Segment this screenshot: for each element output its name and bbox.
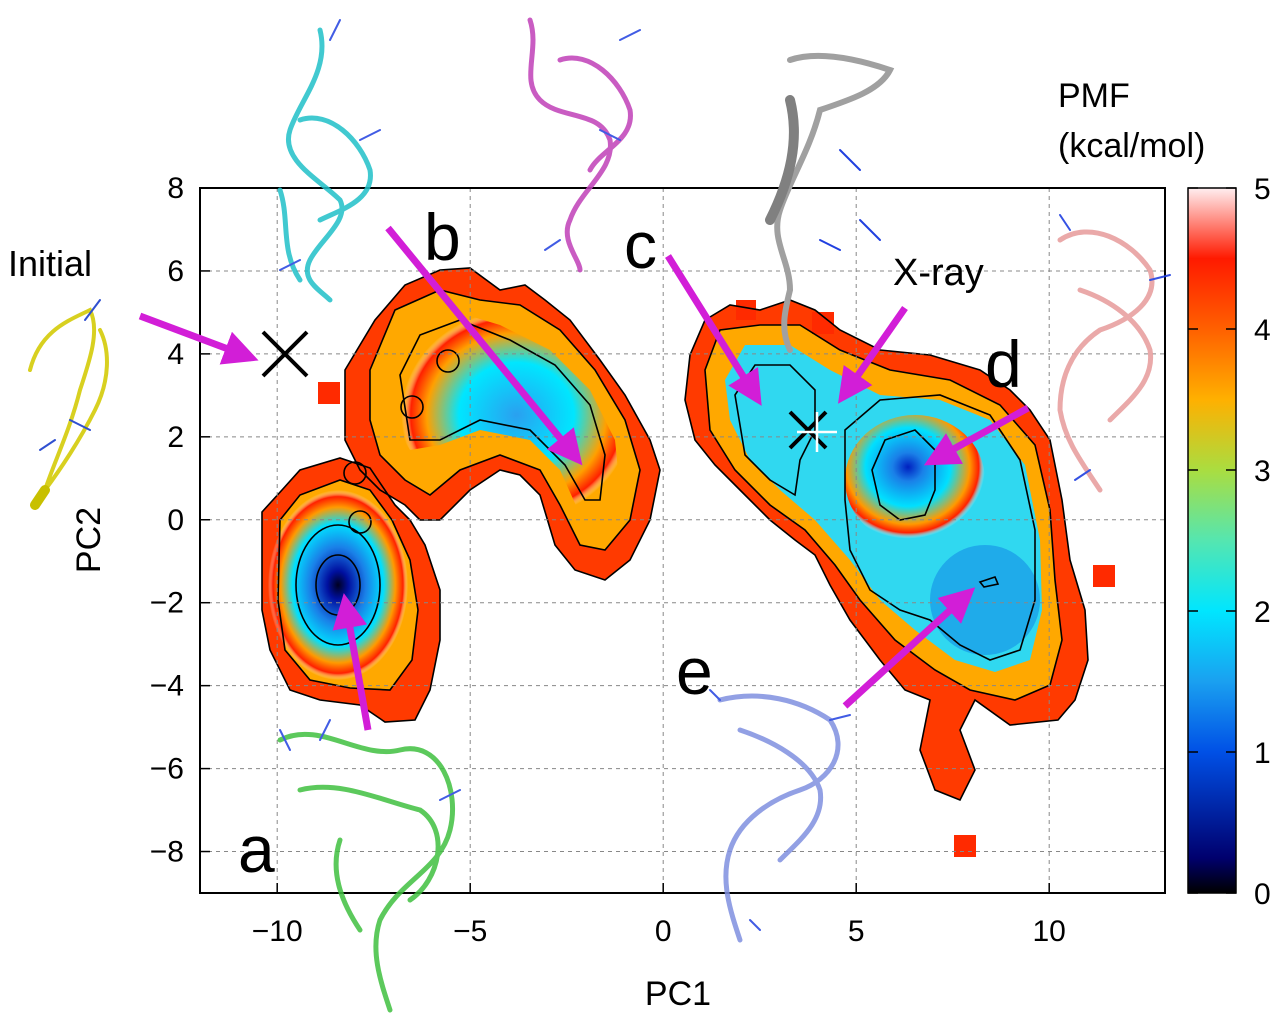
colorbar: 5 4 3 2 1 0 PMF (kcal/mol) <box>1058 77 1271 911</box>
y-tick-label: 6 <box>167 255 184 288</box>
colorbar-title-line2: (kcal/mol) <box>1058 127 1205 165</box>
x-tick-label: −10 <box>252 915 303 948</box>
blob <box>812 312 834 334</box>
contour-lines <box>261 267 1089 802</box>
colorbar-gradient <box>1187 187 1237 894</box>
arrow-b <box>385 225 583 466</box>
y-axis-label: PC2 <box>70 507 108 573</box>
colorbar-ticks: 5 4 3 2 1 0 <box>1188 173 1271 911</box>
circle-marker <box>436 349 460 373</box>
xray-marker <box>788 410 837 452</box>
arrow-d <box>923 404 1030 466</box>
y-axis-ticks: 8 6 4 2 0 −2 −4 −6 −8 <box>150 172 210 869</box>
x-axis-label: PC1 <box>645 975 711 1013</box>
y-tick-label: −4 <box>150 670 184 703</box>
region-b-core <box>390 310 620 520</box>
x-axis-ticks: −10 −5 0 5 10 <box>252 883 1066 948</box>
label-initial: Initial <box>8 243 92 284</box>
circle-markers <box>343 349 460 534</box>
region-e-core <box>930 545 1040 655</box>
y-tick-label: 0 <box>167 504 184 537</box>
structure-c-icon <box>527 17 641 273</box>
circle-marker <box>400 395 424 419</box>
colorbar-title-line1: PMF <box>1058 77 1130 115</box>
x-tick-label: −5 <box>453 915 487 948</box>
structure-d-icon <box>1057 214 1171 493</box>
blob <box>1093 565 1115 587</box>
structure-initial-icon <box>28 299 109 510</box>
region-a-core <box>268 490 408 680</box>
blob <box>318 382 340 404</box>
y-tick-label: −2 <box>150 587 184 620</box>
structure-xray-icon <box>765 52 895 353</box>
y-tick-label: 4 <box>167 338 184 371</box>
grid <box>200 187 1165 893</box>
y-tick-label: 2 <box>167 421 184 454</box>
y-tick-label: 8 <box>167 172 184 205</box>
initial-marker <box>261 330 309 378</box>
plot-frame <box>199 187 1166 894</box>
region-d-core <box>845 415 985 545</box>
blob <box>954 835 976 857</box>
x-tick-label: 0 <box>655 915 672 948</box>
structure-e-icon <box>709 689 851 943</box>
label-d: d <box>985 327 1022 401</box>
blob <box>736 300 756 320</box>
colorbar-tick-label: 1 <box>1254 737 1271 770</box>
y-tick-label: −6 <box>150 753 184 786</box>
x-tick-label: 10 <box>1033 915 1066 948</box>
circle-marker <box>343 461 367 485</box>
y-tick-label: −8 <box>150 836 184 869</box>
arrow-xray <box>837 305 908 404</box>
arrow-a <box>332 593 372 731</box>
arrow-e <box>842 587 976 709</box>
label-c: c <box>624 208 657 282</box>
colorbar-tick-label: 2 <box>1254 596 1271 629</box>
colorbar-tick-label: 0 <box>1254 878 1271 911</box>
colorbar-tick-label: 3 <box>1254 455 1271 488</box>
colorbar-tick-label: 5 <box>1254 173 1271 206</box>
colorbar-tick-label: 4 <box>1254 314 1271 347</box>
annotation-arrows <box>138 225 1030 731</box>
label-b: b <box>424 200 461 274</box>
label-e: e <box>676 634 713 708</box>
label-a: a <box>238 812 275 886</box>
structure-a-icon <box>277 719 461 1013</box>
circle-marker <box>348 510 372 534</box>
x-tick-label: 5 <box>848 915 865 948</box>
arrow-initial <box>138 312 259 365</box>
structure-b-icon <box>277 19 381 303</box>
arrow-c <box>665 254 762 406</box>
label-xray: X-ray <box>893 252 984 294</box>
